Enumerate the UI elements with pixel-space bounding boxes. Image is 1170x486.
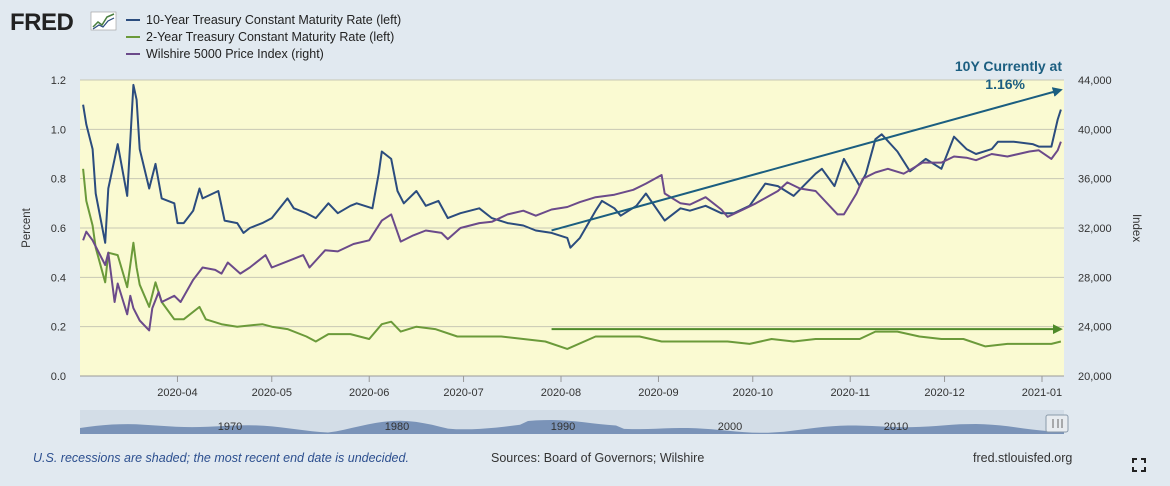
legend-label-wilshire: Wilshire 5000 Price Index (right) [146, 47, 324, 61]
navigator-tick-label: 1990 [551, 421, 575, 433]
x-axis: 2020-04 2020-05 2020-06 2020-07 2020-08 2020-… [80, 375, 1064, 399]
navigator-area [80, 420, 1064, 434]
legend: 10-Year Treasury Constant Maturity Rate … [126, 13, 401, 61]
legend-item-wilshire[interactable]: Wilshire 5000 Price Index (right) [126, 47, 324, 61]
legend-label-2y: 2-Year Treasury Constant Maturity Rate (… [146, 30, 394, 44]
x-tick-label: 2020-04 [157, 387, 197, 399]
navigator-tick-label: 1980 [385, 421, 409, 433]
x-tick-label: 2020-05 [252, 387, 292, 399]
annotation-layer [551, 87, 1063, 335]
navigator-tick-label: 2000 [718, 421, 742, 433]
x-tick-label: 2020-07 [443, 387, 483, 399]
legend-item-2y[interactable]: 2-Year Treasury Constant Maturity Rate (… [126, 30, 394, 44]
recession-note: U.S. recessions are shaded; the most rec… [33, 451, 409, 465]
y-axis-right-title: Index [1130, 214, 1142, 242]
y-left-tick-label: 0.2 [51, 322, 66, 334]
legend-label-10y: 10-Year Treasury Constant Maturity Rate … [146, 13, 401, 27]
y-left-tick-label: 0.6 [51, 223, 66, 235]
annotation-text-line1: 10Y Currently at [955, 58, 1062, 74]
annotation-arrow-0 [551, 87, 1063, 232]
navigator-tick-label: 1970 [218, 421, 242, 433]
site-link[interactable]: fred.stlouisfed.org [973, 451, 1073, 465]
fred-logo[interactable]: FRED [10, 9, 117, 36]
navigator-tick-label: 2010 [884, 421, 908, 433]
x-tick-label: 2020-06 [349, 387, 389, 399]
y-left-tick-label: 1.0 [51, 124, 66, 136]
x-tick-label: 2020-11 [830, 387, 870, 399]
logo-text: FRED [10, 9, 74, 36]
x-tick-label: 2020-12 [924, 387, 964, 399]
y-right-tick-label: 24,000 [1078, 322, 1112, 334]
y-axis-left-title: Percent [21, 207, 33, 247]
navigator-ticks: 1970 1980 1990 2000 2010 [218, 421, 908, 433]
series-line-2[interactable] [82, 141, 1062, 332]
x-tick-label: 2020-10 [733, 387, 773, 399]
y-right-tick-label: 44,000 [1078, 75, 1112, 87]
series-line-0[interactable] [82, 83, 1062, 249]
logo-graph-icon [90, 11, 117, 31]
legend-item-10y[interactable]: 10-Year Treasury Constant Maturity Rate … [126, 13, 401, 27]
x-tick-label: 2021-01 [1022, 387, 1062, 399]
sources-text: Sources: Board of Governors; Wilshire [491, 451, 705, 465]
x-tick-label: 2020-09 [638, 387, 678, 399]
y-left-tick-label: 1.2 [51, 75, 66, 87]
range-navigator[interactable]: 1970 1980 1990 2000 2010 [80, 410, 1069, 434]
y-right-tick-label: 40,000 [1078, 124, 1112, 136]
y-axis-left: 0.0 0.2 0.4 0.6 0.8 1.0 1.2 [51, 75, 66, 383]
navigator-handle[interactable] [1045, 414, 1069, 433]
y-axis-right: 20,000 24,000 28,000 32,000 36,000 40,000 44,0… [1078, 75, 1112, 383]
y-left-tick-label: 0.8 [51, 174, 66, 186]
fullscreen-icon[interactable] [1132, 458, 1146, 472]
y-right-tick-label: 32,000 [1078, 223, 1112, 235]
series-layer [82, 83, 1062, 350]
annotation-text-line2: 1.16% [985, 76, 1025, 92]
y-right-tick-label: 28,000 [1078, 272, 1112, 284]
y-right-tick-label: 20,000 [1078, 371, 1112, 383]
y-right-tick-label: 36,000 [1078, 174, 1112, 186]
series-line-1[interactable] [82, 168, 1062, 350]
x-tick-label: 2020-08 [541, 387, 581, 399]
y-left-tick-label: 0.4 [51, 272, 66, 284]
y-left-tick-label: 0.0 [51, 371, 66, 383]
